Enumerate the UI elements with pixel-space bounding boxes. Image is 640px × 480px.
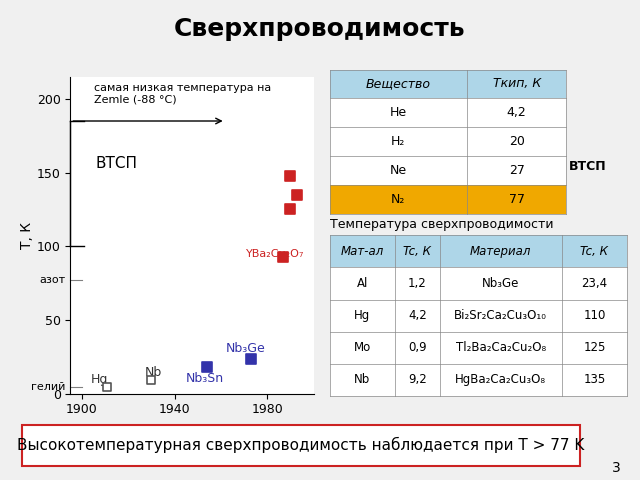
- Text: Hg: Hg: [354, 309, 371, 322]
- Bar: [330, 332, 627, 364]
- Text: Tc, К: Tc, К: [403, 245, 431, 258]
- Text: Al: Al: [356, 277, 368, 290]
- Text: 3: 3: [612, 461, 621, 475]
- Text: гелий: гелий: [31, 383, 66, 393]
- Text: 4,2: 4,2: [507, 106, 527, 120]
- Text: Tкип, К: Tкип, К: [493, 77, 541, 91]
- Text: Ne: Ne: [390, 164, 407, 177]
- Text: Nb: Nb: [354, 373, 371, 386]
- Text: N₂: N₂: [391, 192, 406, 206]
- Text: ВТСП: ВТСП: [96, 156, 138, 171]
- Text: самая низкая температура на
Zemle (-88 °C): самая низкая температура на Zemle (-88 °…: [93, 83, 271, 105]
- Bar: [330, 185, 566, 214]
- Point: [202, 363, 212, 371]
- Bar: [330, 267, 627, 300]
- Text: Материал: Материал: [470, 245, 531, 258]
- Bar: [330, 364, 627, 396]
- Text: 110: 110: [583, 309, 605, 322]
- Point: [102, 384, 113, 391]
- Y-axis label: T, К: T, К: [20, 222, 34, 249]
- Text: Nb₃Ge: Nb₃Ge: [482, 277, 520, 290]
- Text: Сверхпроводимость: Сверхпроводимость: [174, 17, 466, 41]
- Text: H₂: H₂: [391, 135, 406, 148]
- Text: ВТСП: ВТСП: [570, 159, 607, 173]
- Point: [285, 205, 296, 213]
- Text: 20: 20: [509, 135, 525, 148]
- Text: He: He: [390, 106, 407, 120]
- Text: Nb: Nb: [145, 366, 162, 379]
- Text: Nb₃Ge: Nb₃Ge: [225, 342, 266, 355]
- Text: Mo: Mo: [354, 341, 371, 354]
- Text: Bi₂Sr₂Ca₂Cu₃O₁₀: Bi₂Sr₂Ca₂Cu₃O₁₀: [454, 309, 547, 322]
- Point: [292, 191, 303, 199]
- Text: 27: 27: [509, 164, 525, 177]
- Bar: [330, 156, 566, 185]
- Bar: [330, 300, 627, 332]
- Point: [278, 253, 289, 261]
- Text: Температура сверхпроводимости: Температура сверхпроводимости: [330, 218, 553, 231]
- FancyBboxPatch shape: [22, 425, 580, 466]
- Point: [246, 355, 256, 363]
- Bar: [330, 98, 566, 127]
- Text: Hg: Hg: [92, 373, 109, 386]
- Bar: [330, 235, 627, 267]
- Text: YBa₂Cu₂O₇: YBa₂Cu₂O₇: [246, 249, 305, 259]
- Text: азот: азот: [40, 275, 66, 285]
- Bar: [330, 127, 566, 156]
- Text: Высокотемпературная сверхпроводимость наблюдается при T > 77 K: Высокотемпературная сверхпроводимость на…: [17, 437, 584, 453]
- Text: 125: 125: [583, 341, 605, 354]
- Text: Мат-ал: Мат-ал: [340, 245, 384, 258]
- X-axis label: год: год: [179, 422, 205, 436]
- Point: [285, 172, 296, 180]
- Text: Tl₂Ba₂Ca₂Cu₂O₈: Tl₂Ba₂Ca₂Cu₂O₈: [456, 341, 546, 354]
- Text: Вещество: Вещество: [366, 77, 431, 91]
- Text: 77: 77: [509, 192, 525, 206]
- Text: 9,2: 9,2: [408, 373, 427, 386]
- Text: 0,9: 0,9: [408, 341, 427, 354]
- Text: HgBa₂Ca₂Cu₃O₈: HgBa₂Ca₂Cu₃O₈: [455, 373, 546, 386]
- Point: [147, 376, 157, 384]
- Text: 135: 135: [583, 373, 605, 386]
- Text: 4,2: 4,2: [408, 309, 427, 322]
- Text: 1,2: 1,2: [408, 277, 427, 290]
- Text: Tc, К: Tc, К: [580, 245, 609, 258]
- Text: 23,4: 23,4: [581, 277, 607, 290]
- Bar: [330, 70, 566, 98]
- Text: Nb₃Sn: Nb₃Sn: [186, 372, 225, 385]
